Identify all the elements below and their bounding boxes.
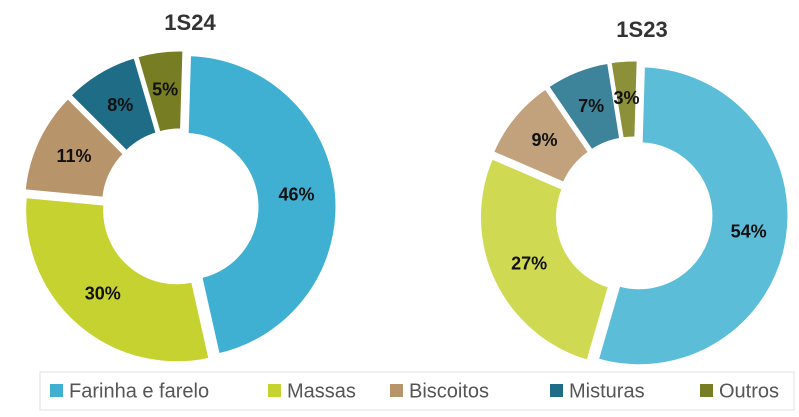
legend-label: Biscoitos bbox=[409, 380, 489, 402]
legend-label: Outros bbox=[719, 380, 779, 402]
pie-slice bbox=[545, 60, 623, 153]
pie-slice bbox=[608, 58, 640, 141]
legend-label: Misturas bbox=[569, 380, 645, 402]
legend-swatch bbox=[268, 384, 281, 397]
chart-title: 1S23 bbox=[616, 17, 667, 42]
legend-swatch bbox=[50, 384, 63, 397]
pie-slice bbox=[67, 54, 160, 154]
data-label: 30% bbox=[85, 284, 121, 304]
chart-title: 1S24 bbox=[164, 10, 216, 35]
pie-slice bbox=[23, 195, 212, 365]
legend-box bbox=[39, 371, 795, 411]
data-label: 9% bbox=[532, 130, 558, 150]
pie-slice bbox=[490, 85, 592, 186]
pie-slice bbox=[595, 64, 791, 368]
legend-label: Farinha e farelo bbox=[69, 380, 209, 402]
legend-swatch bbox=[700, 384, 713, 397]
data-label: 54% bbox=[731, 222, 767, 242]
data-label: 5% bbox=[152, 80, 178, 100]
legend-label: Massas bbox=[287, 380, 356, 402]
data-label: 27% bbox=[511, 253, 547, 273]
pie-slice bbox=[134, 48, 186, 135]
data-label: 7% bbox=[578, 96, 604, 116]
data-label: 46% bbox=[278, 185, 314, 205]
legend-swatch bbox=[550, 384, 563, 397]
data-label: 8% bbox=[107, 95, 133, 115]
legend-swatch bbox=[390, 384, 403, 397]
pie-slice bbox=[477, 155, 612, 364]
pie-slice bbox=[185, 53, 339, 357]
data-label: 11% bbox=[57, 146, 92, 166]
data-label: 3% bbox=[614, 88, 640, 108]
pie-slice bbox=[22, 95, 127, 200]
